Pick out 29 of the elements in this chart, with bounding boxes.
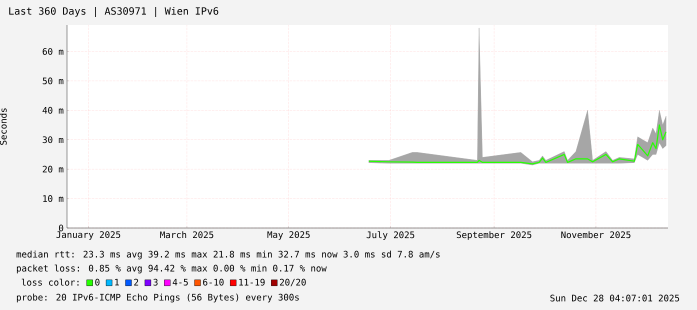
x-tick-label: March 2025 xyxy=(160,231,214,238)
legend-label: 4-5 xyxy=(172,278,188,286)
legend-label: 2 xyxy=(134,278,138,286)
y-tick-label: 0 xyxy=(58,224,64,232)
text: Sun Dec 28 04:07:01 2025 xyxy=(550,294,680,302)
legend-label: 11-19 xyxy=(239,278,265,286)
y-tick-label: 10 m xyxy=(43,195,64,202)
y-tick-label: 30 m xyxy=(42,136,64,144)
legend-label: 1 xyxy=(115,278,119,286)
legend-label: 0 xyxy=(95,278,100,286)
y-tick-label: 40 m xyxy=(42,106,64,114)
x-tick-label: September 2025 xyxy=(456,231,532,240)
x-tick-label: May 2025 xyxy=(267,231,310,240)
text: packet loss: 0.85 % avg 94.42 % max 0.00 % min 0.17 % now xyxy=(16,264,327,274)
x-tick-label: November 2025 xyxy=(561,231,630,238)
line-series xyxy=(368,124,667,164)
y-tick-label: 60 m xyxy=(42,48,64,55)
legend-label: 20/20 xyxy=(280,278,306,286)
legend-label: 3 xyxy=(153,278,158,286)
y-tick-label: 50 m xyxy=(42,77,64,84)
y-axis-title: Seconds xyxy=(0,108,7,145)
chart-title: Last 360 Days | AS30971 | Wien IPv6 xyxy=(9,7,218,17)
text: median rtt: 23.3 ms avg 39.2 ms max 21.8 ms min 32.7 ms now 3.0 ms sd 7.8 am/s xyxy=(16,250,440,260)
legend-label: 6-10 xyxy=(203,278,224,286)
x-tick-label: July 2025 xyxy=(366,231,414,240)
text: probe: 20 IPv6-ICMP Echo Pings (56 Bytes) every 300s xyxy=(16,294,299,302)
legend-title: loss color: xyxy=(22,278,79,286)
y-tick-label: 20 m xyxy=(42,166,64,173)
x-tick-label: January 2025 xyxy=(56,231,120,240)
